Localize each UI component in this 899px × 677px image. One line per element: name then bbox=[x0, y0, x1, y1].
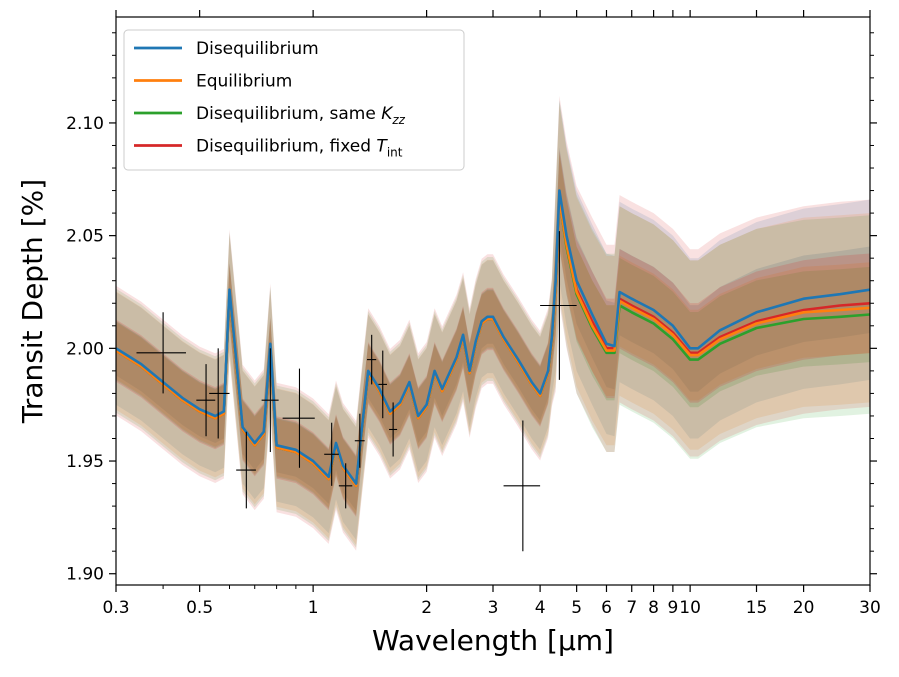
axes: 0.3 0.5 1 2 3 4 5 6 7 8 9 10 15 20 30 1.90 1.95 2.00 2.05 2… bbox=[66, 10, 881, 618]
observation-point bbox=[354, 413, 365, 468]
y-tick-label-4: 2.10 bbox=[66, 114, 104, 134]
x-axis-label: Wavelength [µm] bbox=[372, 624, 614, 657]
x-tick-label-11: 10 bbox=[679, 598, 701, 618]
observation-point bbox=[389, 402, 398, 457]
x-tick-label-7: 6 bbox=[601, 598, 612, 618]
observations bbox=[136, 231, 577, 552]
legend-label-2: Disequilibrium, same Kzz bbox=[196, 104, 406, 127]
x-tick-label-3: 2 bbox=[421, 598, 432, 618]
legend-label-1: Equilibrium bbox=[196, 72, 292, 92]
legend-label-3: Disequilibrium, fixed Tint bbox=[196, 137, 403, 160]
band-outer-1 bbox=[116, 104, 870, 546]
x-tick-label-9: 8 bbox=[648, 598, 659, 618]
observation-point bbox=[540, 231, 577, 380]
x-tick-label-8: 7 bbox=[626, 598, 637, 618]
y-axis-label: Transit Depth [%] bbox=[16, 179, 49, 424]
observation-point bbox=[503, 420, 541, 552]
observation-point bbox=[324, 422, 339, 486]
legend: Disequilibrium Equilibrium Disequilibrium,… bbox=[123, 29, 465, 171]
band-outer-2 bbox=[116, 100, 870, 548]
x-tick-label-5: 4 bbox=[535, 598, 546, 618]
observation-point bbox=[367, 334, 377, 385]
observation-point bbox=[209, 348, 230, 439]
band-inner-3 bbox=[116, 149, 870, 517]
x-tick-label-1: 0.5 bbox=[186, 598, 213, 618]
x-tick-label-0: 0.3 bbox=[102, 598, 129, 618]
legend-box bbox=[123, 29, 465, 171]
observation-point bbox=[282, 368, 315, 468]
x-tick-label-4: 3 bbox=[488, 598, 499, 618]
x-tick-label-14: 30 bbox=[859, 598, 881, 618]
y-tick-label-1: 1.95 bbox=[66, 452, 104, 472]
x-tick-label-2: 1 bbox=[308, 598, 319, 618]
band-inner-1 bbox=[116, 154, 870, 515]
y-tick-label-2: 2.00 bbox=[66, 339, 104, 359]
legend-label-0: Disequilibrium bbox=[196, 39, 319, 59]
x-tick-label-10: 9 bbox=[667, 598, 678, 618]
observation-point bbox=[196, 364, 216, 437]
y-tick-label-3: 2.05 bbox=[66, 227, 104, 247]
series-line-0 bbox=[116, 189, 870, 485]
x-tick-label-13: 20 bbox=[793, 598, 815, 618]
observation-point bbox=[378, 350, 387, 419]
uncertainty-bands bbox=[116, 95, 870, 551]
y-tick-label-0: 1.90 bbox=[66, 565, 104, 585]
x-tick-label-6: 5 bbox=[571, 598, 582, 618]
band-outer-3 bbox=[116, 95, 870, 551]
model-series bbox=[116, 189, 870, 488]
observation-point bbox=[136, 312, 186, 394]
observation-point bbox=[236, 431, 256, 509]
observation-point bbox=[338, 463, 353, 509]
x-tick-label-12: 15 bbox=[746, 598, 768, 618]
band-inner-0 bbox=[116, 147, 870, 511]
observation-point bbox=[261, 348, 279, 453]
band-inner-2 bbox=[116, 152, 870, 516]
